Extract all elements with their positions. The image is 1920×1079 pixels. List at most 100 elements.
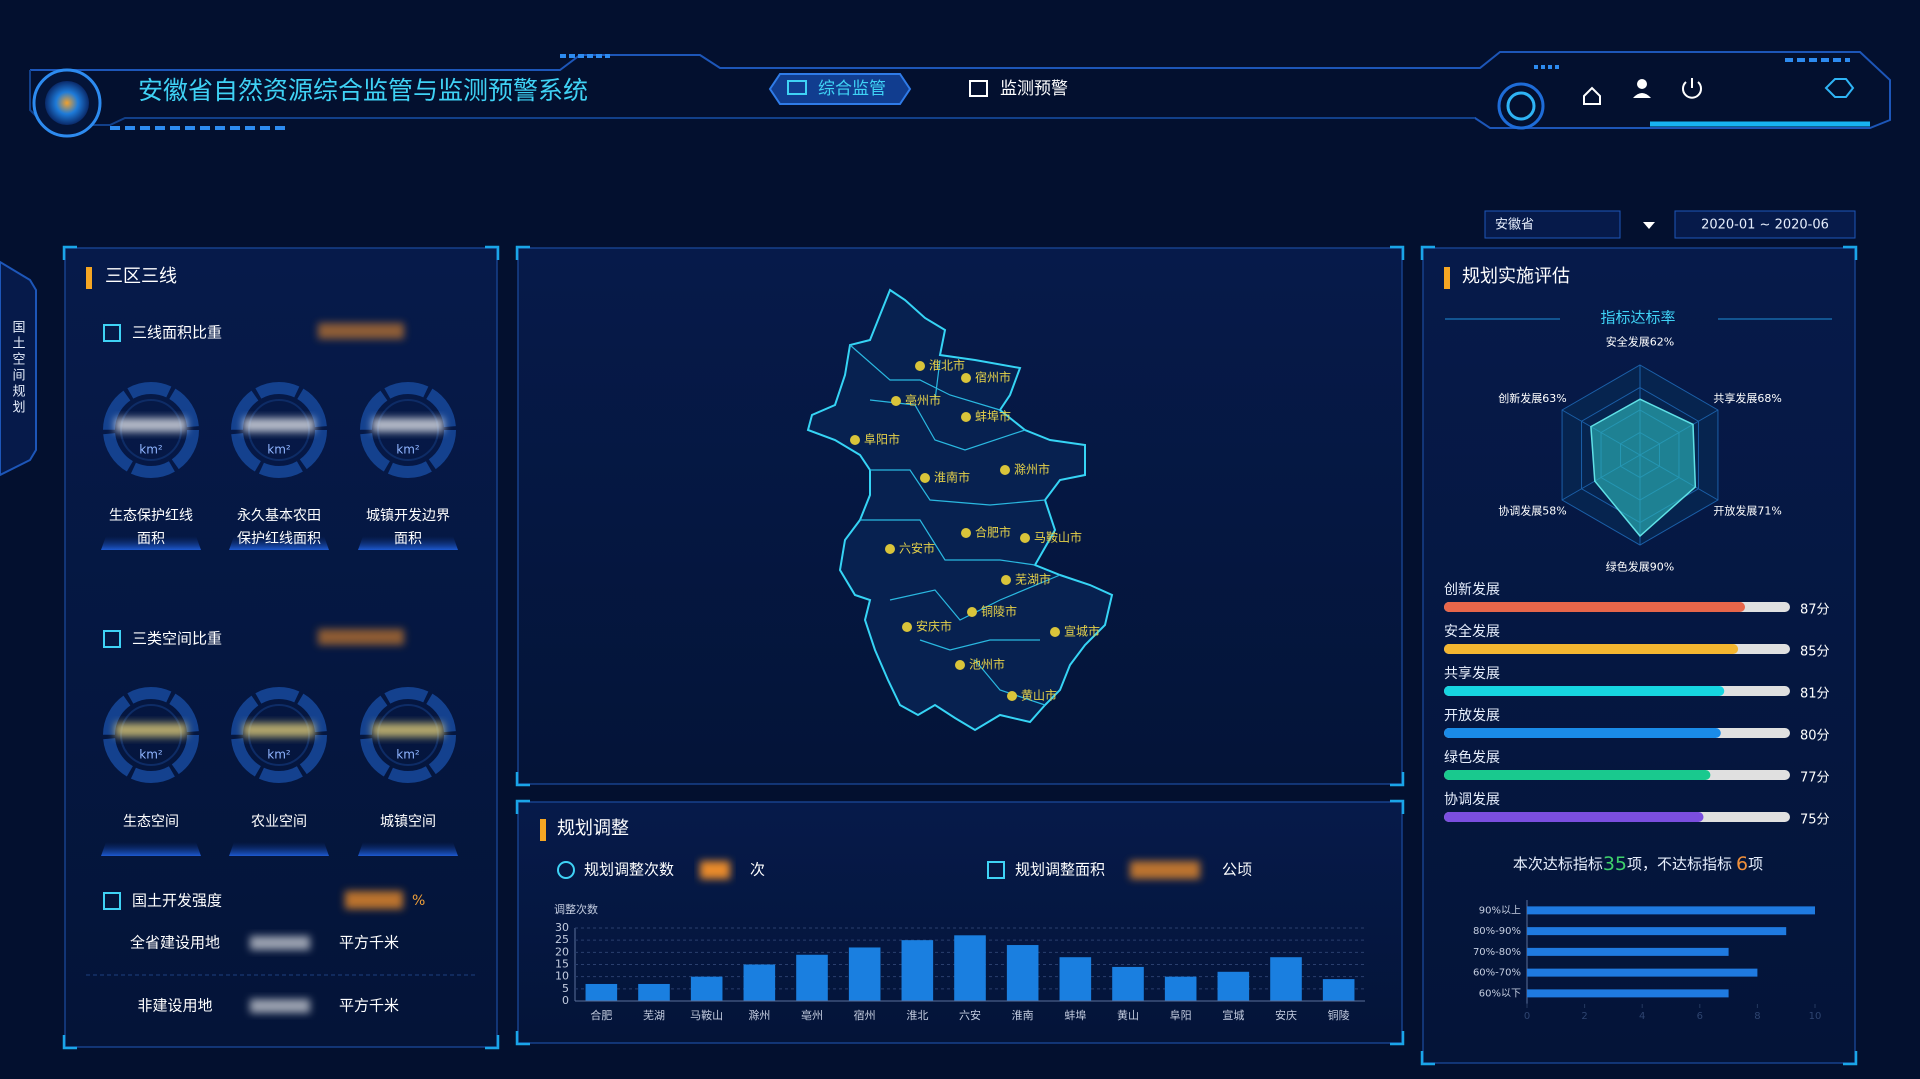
y-tick-label: 80%-90%	[1473, 926, 1521, 937]
nav-icon	[969, 80, 988, 97]
radar-category: 创新发展	[1498, 391, 1542, 405]
date-picker[interactable]	[1674, 210, 1856, 239]
panel-corner	[1420, 245, 1858, 1066]
city-dot	[850, 435, 860, 445]
x-tick-label: 0	[1524, 1011, 1530, 1022]
bar	[638, 983, 670, 1001]
home-button[interactable]	[1583, 86, 1601, 105]
x-tick-label: 六安	[959, 1008, 981, 1022]
side-tab[interactable]	[0, 260, 37, 477]
icon	[557, 861, 575, 879]
y-tick-label: 30	[555, 921, 569, 934]
y-tick-label: 5	[562, 982, 569, 995]
gauge-label: 面积	[137, 531, 165, 547]
x-tick-label: 马鞍山	[690, 1008, 723, 1022]
title-bar	[86, 267, 92, 289]
stat-label: 规划调整次数	[584, 861, 674, 879]
gauge-ring	[103, 382, 199, 478]
city-label: 淮北市	[929, 358, 965, 373]
gauge-ring	[231, 687, 327, 783]
blurred-value	[318, 323, 404, 339]
bar	[1164, 976, 1197, 1001]
x-tick-label: 合肥	[590, 1008, 612, 1022]
date-value[interactable]: 2020-01 ~ 2020-06	[1701, 218, 1829, 233]
x-tick-label: 铜陵	[1328, 1008, 1350, 1022]
radar-category: 协调发展	[1498, 503, 1542, 517]
unmet-count: 6	[1736, 853, 1748, 875]
city-label: 铜陵市	[981, 604, 1017, 619]
progress-label: 创新发展	[1444, 582, 1500, 598]
blurred-value	[250, 936, 310, 950]
power-button[interactable]	[1682, 78, 1702, 99]
gauge-ring	[231, 382, 327, 478]
radar-area	[1590, 398, 1697, 538]
radar-label: 开放发展71%	[1713, 503, 1781, 517]
nav-tab[interactable]: 监测预警	[1000, 79, 1068, 99]
city-dot	[1007, 691, 1017, 701]
menu-button[interactable]	[1824, 78, 1855, 98]
nav-tab[interactable]: 综合监管	[818, 79, 886, 99]
city-label: 亳州市	[905, 393, 941, 408]
progress-value: 80分	[1800, 729, 1830, 744]
unit: 次	[750, 861, 765, 879]
radar-value-label: 90%	[1650, 561, 1674, 574]
progress-bar	[1444, 644, 1739, 654]
bar	[1217, 971, 1250, 1001]
x-tick-label: 芜湖	[643, 1008, 665, 1022]
blurred-value	[318, 629, 404, 645]
y-tick-label: 90%以上	[1479, 904, 1521, 916]
radar-label: 安全发展62%	[1606, 335, 1674, 349]
unit: km²	[267, 443, 291, 457]
city-dot	[961, 528, 971, 538]
progress-bar	[1444, 728, 1721, 738]
section-title: 三类空间比重	[132, 630, 222, 648]
bar	[1527, 906, 1815, 915]
city-label: 阜阳市	[864, 432, 900, 447]
unit: km²	[396, 748, 420, 762]
city-dot	[1050, 627, 1060, 637]
y-tick-label: 20	[555, 945, 569, 958]
city-dot	[967, 607, 977, 617]
user-button[interactable]	[1633, 79, 1651, 98]
y-tick-label: 15	[555, 958, 569, 971]
row-label: 非建设用地	[137, 997, 212, 1015]
gauge-label: 保护红线面积	[237, 531, 321, 547]
bar	[743, 964, 776, 1001]
y-tick-label: 0	[562, 994, 569, 1007]
city-label: 蚌埠市	[975, 409, 1011, 424]
x-tick-label: 阜阳	[1170, 1009, 1192, 1022]
gauge-label: 生态空间	[123, 814, 179, 830]
gauge-ring	[360, 382, 456, 478]
row-label: 全省建设用地	[130, 934, 220, 952]
x-tick-label: 8	[1754, 1011, 1760, 1022]
panel-corner	[515, 245, 1405, 787]
bar	[1059, 957, 1092, 1001]
label-base	[358, 842, 458, 856]
progress-label: 协调发展	[1444, 792, 1500, 808]
radar-value-label: 71%	[1757, 504, 1781, 517]
progress-value: 77分	[1800, 771, 1830, 786]
progress-label: 安全发展	[1444, 623, 1500, 640]
panel	[517, 801, 1403, 1044]
bar	[1527, 927, 1787, 936]
bar	[1527, 947, 1729, 956]
icon	[987, 861, 1005, 879]
region-select[interactable]	[1484, 210, 1621, 239]
side-tab-label[interactable]: 国土空间规划	[10, 320, 26, 416]
blurred-value	[372, 418, 444, 432]
gauge-label: 永久基本农田	[237, 507, 321, 524]
label-base	[101, 842, 201, 856]
x-tick-label: 安庆	[1275, 1008, 1297, 1022]
region-value[interactable]: 安徽省	[1495, 218, 1534, 233]
summary-text: 本次达标指标	[1513, 855, 1603, 873]
panel-title: 规划调整	[557, 818, 629, 839]
y-tick-label: 25	[555, 933, 569, 946]
logo	[45, 81, 89, 125]
radar-category: 安全发展	[1606, 335, 1650, 349]
blurred-value	[700, 861, 730, 879]
city-dot	[1000, 465, 1010, 475]
city-label: 合肥市	[975, 525, 1011, 540]
city-label: 六安市	[899, 541, 935, 556]
section-icon	[103, 630, 121, 648]
y-axis-title: 调整次数	[554, 902, 598, 916]
